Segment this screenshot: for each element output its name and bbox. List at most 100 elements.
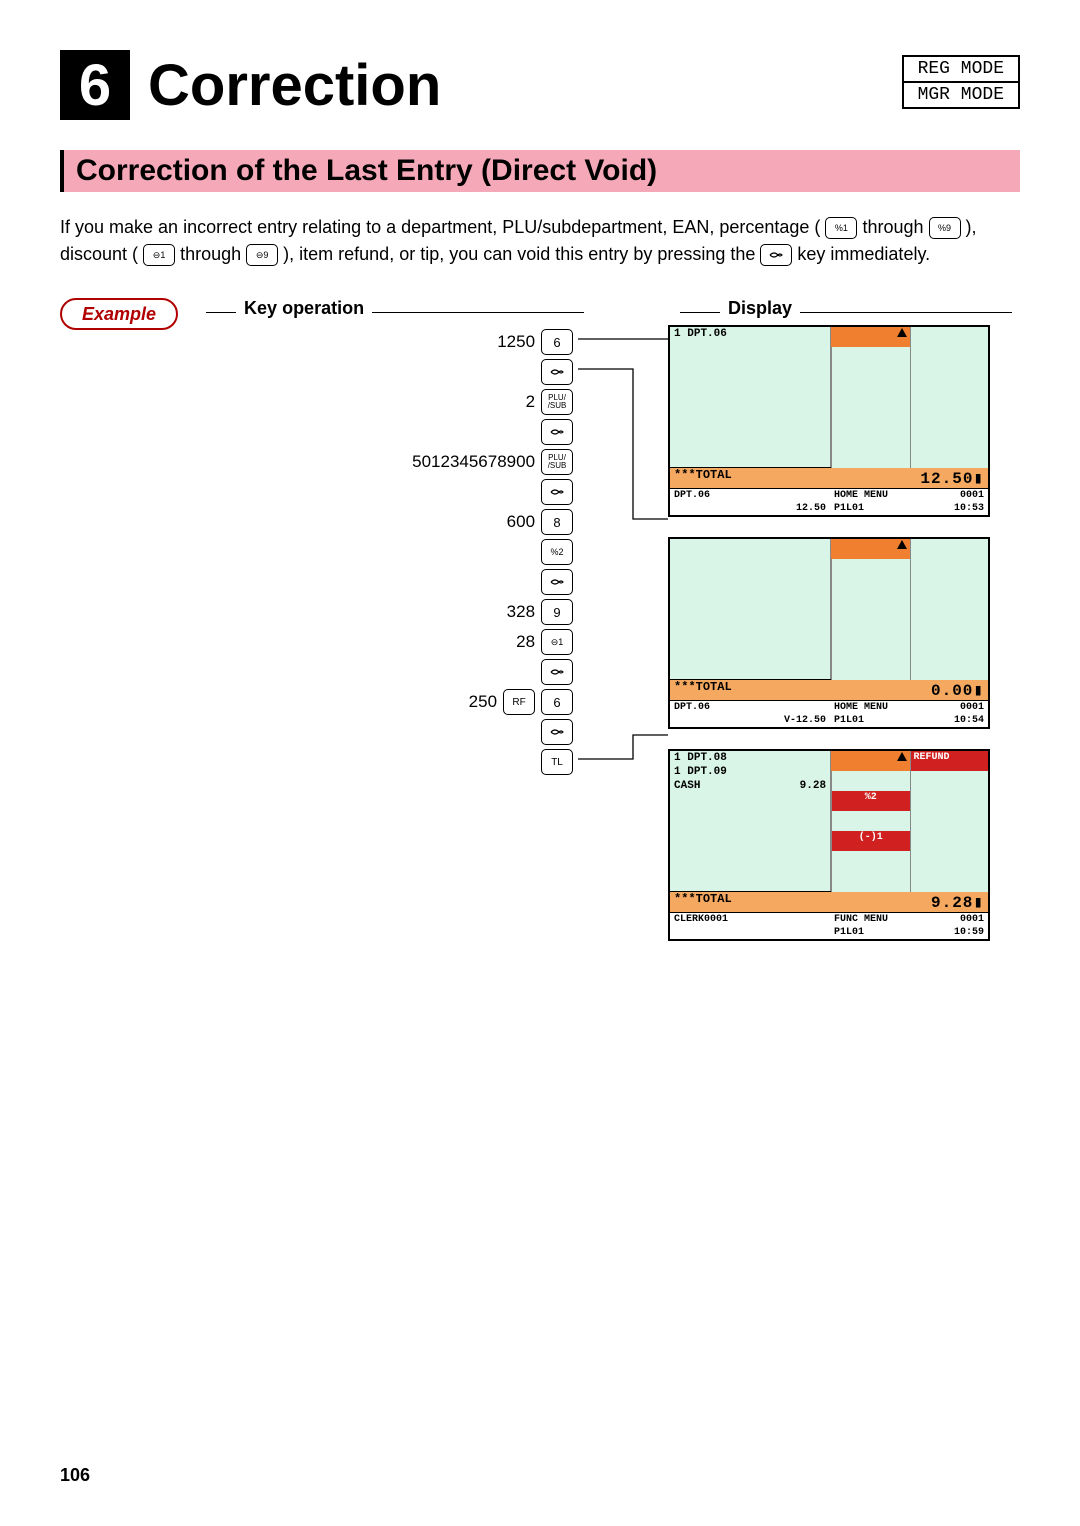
till3-foot-l1: CLERK0001: [670, 913, 830, 926]
till1-arrow-cell: [831, 327, 910, 349]
till-cell: [831, 367, 910, 389]
op-key-void-5: [541, 659, 573, 685]
mode-box: REG MODE MGR MODE: [902, 55, 1020, 109]
till1-line1: 1 DPT.06: [670, 327, 830, 341]
till2-footer: DPT.06 HOME MENU 0001 V-12.50 P1L01 10:5…: [670, 700, 988, 727]
till2-foot-r2: 10:54: [909, 714, 988, 727]
section-title: Correction of the Last Entry (Direct Voi…: [60, 150, 1020, 192]
till-display-2: ***TOTAL 0.00▮ DPT.06 HOME MENU 0001 V-1…: [668, 537, 990, 729]
till3-foot-l2: [670, 926, 830, 939]
op-val-5: 328: [507, 602, 535, 622]
key-operation-column: 12506 2PLU//SUB 5012345678900PLU//SUB 60…: [198, 325, 573, 941]
till-cell: [910, 447, 989, 468]
till2-total-row: ***TOTAL 0.00▮: [670, 679, 988, 700]
till-cell: [910, 559, 989, 581]
mode-reg: REG MODE: [904, 57, 1018, 81]
key-void-icon: [760, 244, 792, 266]
till-cell: [910, 851, 989, 873]
body-text-e: ), item refund, or tip, you can void thi…: [283, 244, 760, 264]
till2-foot-r1: 0001: [909, 701, 988, 714]
till1-foot-l1: DPT.06: [670, 489, 830, 502]
op-val-7: 250: [469, 692, 497, 712]
op-key-8: 8: [541, 509, 573, 535]
till-cell: [831, 619, 910, 641]
till-cell: [910, 407, 989, 429]
till3-foot-r2: 10:59: [909, 926, 988, 939]
till-cell: [910, 791, 989, 813]
till3-total-label: ***TOTAL: [674, 892, 732, 912]
till1-foot-r1: 0001: [909, 489, 988, 502]
op-val-2: 2: [526, 392, 535, 412]
page-number: 106: [60, 1465, 90, 1486]
till-cell: [910, 639, 989, 661]
till3-minus1-btn: (-)1: [831, 831, 910, 853]
till1-foot-c1: HOME MENU: [830, 489, 909, 502]
till2-arrow-cell: [831, 539, 910, 561]
chapter-header: 6 Correction REG MODE MGR MODE: [60, 50, 1020, 120]
op-key-tl: TL: [541, 749, 573, 775]
till1-foot-c2: P1L01: [830, 502, 909, 515]
till3-foot-c2: P1L01: [830, 926, 909, 939]
mode-mgr: MGR MODE: [904, 81, 1018, 107]
till3-total-row: ***TOTAL 9.28▮: [670, 891, 988, 912]
till1-footer: DPT.06 HOME MENU 0001 12.50 P1L01 10:53: [670, 488, 988, 515]
op-key-pct2: %2: [541, 539, 573, 565]
till3-pct2-btn: %2: [831, 791, 910, 813]
till3-line1: 1 DPT.08: [670, 751, 830, 765]
op-val-6: 28: [516, 632, 535, 652]
example-label: Example: [60, 298, 178, 330]
till-cell: [910, 599, 989, 621]
till-cell: [831, 407, 910, 429]
till3-line3: CASH9.28: [670, 779, 830, 793]
till3-arrow-cell: [831, 751, 910, 773]
till-cell: [831, 771, 910, 793]
op-key-6b: 6: [541, 689, 573, 715]
till-cell: [910, 811, 989, 833]
till-cell: [831, 871, 910, 892]
key-disc1: ⊖1: [143, 244, 175, 266]
till-cell: [831, 639, 910, 661]
till3-foot-c1: FUNC MENU: [830, 913, 909, 926]
till2-foot-c2: P1L01: [830, 714, 909, 727]
till-cell: [910, 327, 989, 349]
till-cell: [831, 579, 910, 601]
arrow-up-icon: [897, 328, 907, 337]
op-key-plu-1: PLU//SUB: [541, 389, 573, 415]
op-key-disc1: ⊖1: [541, 629, 573, 655]
till-cell: [910, 871, 989, 892]
op-key-void-1: [541, 359, 573, 385]
op-key-rf: RF: [503, 689, 535, 715]
till-cell: [910, 387, 989, 409]
chapter-number-box: 6: [60, 50, 130, 120]
till-cell: [831, 347, 910, 369]
till-cell: [831, 447, 910, 468]
header-display: Display: [728, 298, 792, 319]
till1-total-label: ***TOTAL: [674, 468, 732, 488]
till-display-1: 1 DPT.06: [668, 325, 990, 517]
body-text-b: through: [862, 217, 928, 237]
till-cell: [831, 387, 910, 409]
till-cell: [910, 539, 989, 561]
op-key-void-6: [541, 719, 573, 745]
till3-total-value: 9.28▮: [931, 892, 984, 912]
op-val-3: 5012345678900: [412, 452, 535, 472]
op-key-6: 6: [541, 329, 573, 355]
till-cell: [910, 831, 989, 853]
till-cell: [831, 427, 910, 449]
key-disc9: ⊖9: [246, 244, 278, 266]
body-paragraph: If you make an incorrect entry relating …: [60, 214, 1020, 268]
header-key-operation: Key operation: [244, 298, 364, 319]
till1-total-value: 12.50▮: [920, 468, 984, 488]
till-cell: [910, 619, 989, 641]
op-key-void-3: [541, 479, 573, 505]
body-text-d: through: [180, 244, 246, 264]
display-column: 1 DPT.06: [668, 325, 998, 941]
till2-foot-c1: HOME MENU: [830, 701, 909, 714]
till2-foot-l1: DPT.06: [670, 701, 830, 714]
till3-foot-r1: 0001: [909, 913, 988, 926]
till-cell: [831, 599, 910, 621]
arrow-up-icon: [897, 752, 907, 761]
key-pct9: %9: [929, 217, 961, 239]
till2-total-label: ***TOTAL: [674, 680, 732, 700]
till1-total-row: ***TOTAL 12.50▮: [670, 467, 988, 488]
